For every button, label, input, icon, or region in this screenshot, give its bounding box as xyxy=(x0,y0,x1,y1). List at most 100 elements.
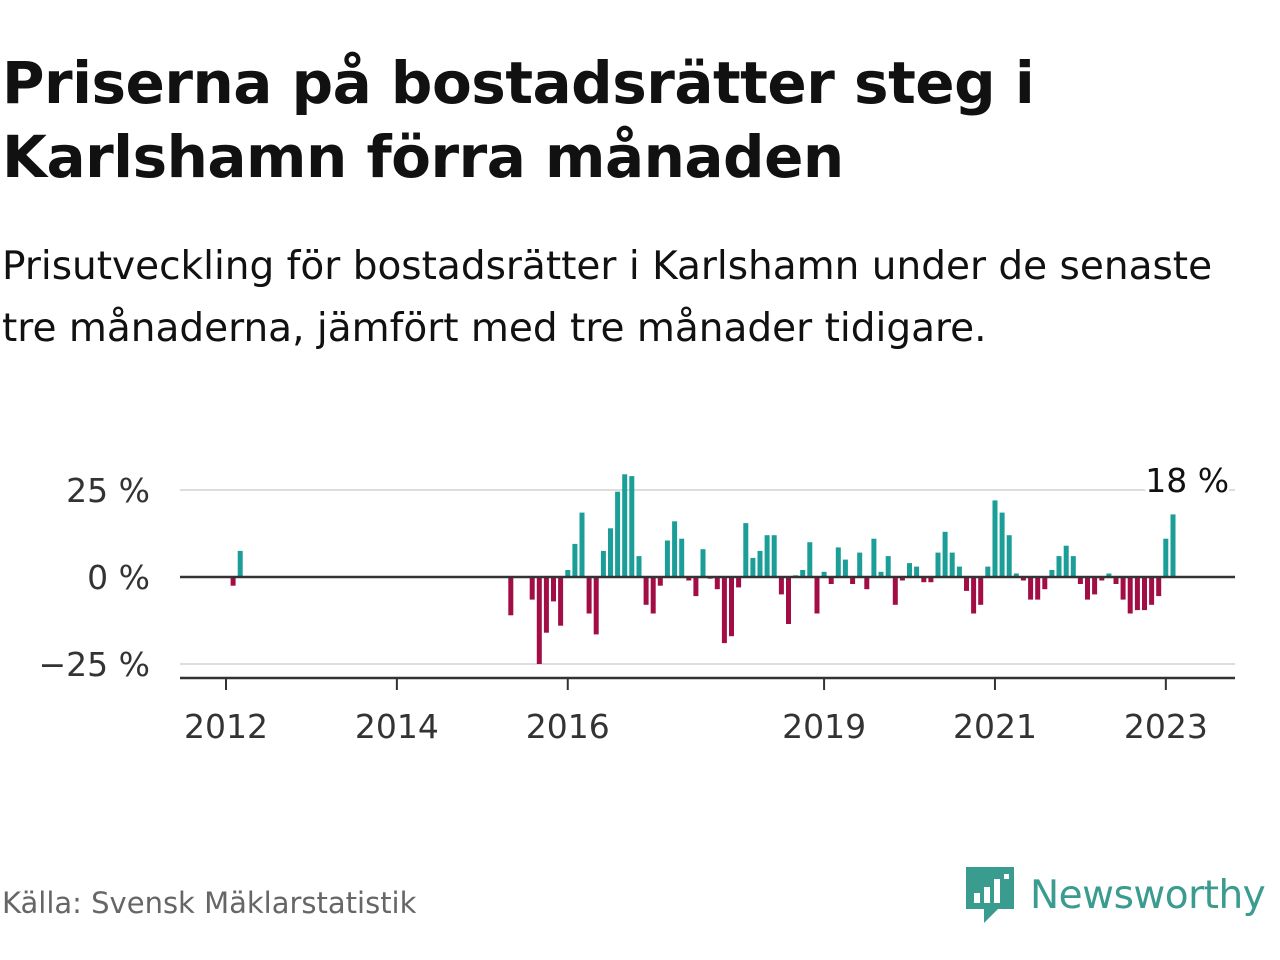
bar xyxy=(764,535,770,577)
bar xyxy=(921,577,927,583)
x-tick-label: 2023 xyxy=(1124,707,1208,746)
bar xyxy=(1020,577,1026,581)
bar xyxy=(600,550,606,577)
bar xyxy=(757,550,763,577)
bar xyxy=(237,550,243,577)
bar xyxy=(807,542,813,577)
bar xyxy=(914,566,920,577)
bar xyxy=(743,523,749,577)
bar xyxy=(543,577,549,633)
bar xyxy=(572,543,578,577)
annotation-background xyxy=(1145,462,1230,498)
bar xyxy=(999,512,1005,577)
bar xyxy=(686,577,692,581)
bar xyxy=(750,557,756,577)
bar xyxy=(615,491,621,577)
bar xyxy=(551,577,556,602)
bar xyxy=(1085,577,1090,600)
bar xyxy=(586,577,592,614)
bar xyxy=(907,563,912,577)
bar xyxy=(1142,577,1147,611)
bar xyxy=(1070,556,1076,577)
bar xyxy=(1013,573,1019,577)
bar xyxy=(899,577,905,581)
bar xyxy=(857,552,863,577)
bar xyxy=(1006,535,1012,577)
bar xyxy=(1035,577,1041,600)
bar xyxy=(1077,577,1083,584)
bar xyxy=(835,547,841,577)
bar xyxy=(643,577,649,605)
brand-name: Newsworthy xyxy=(1030,872,1266,918)
x-tick-label: 2014 xyxy=(355,707,439,746)
bar xyxy=(672,521,678,577)
bar xyxy=(985,566,991,577)
bar xyxy=(1099,577,1105,581)
bar xyxy=(1127,577,1133,614)
bar xyxy=(850,577,856,584)
bar xyxy=(650,577,656,614)
y-tick-label: −25 % xyxy=(39,645,151,684)
bar xyxy=(992,500,998,577)
bar xyxy=(1049,570,1055,577)
bar xyxy=(657,577,663,586)
bar xyxy=(942,531,948,577)
bar-chart-speech-bubble-icon xyxy=(966,867,1014,923)
bar xyxy=(664,540,670,577)
x-tick-label: 2012 xyxy=(184,707,268,746)
bar xyxy=(786,577,791,624)
bar xyxy=(230,577,236,586)
y-axis-labels: 25 % 0 % −25 % xyxy=(39,471,151,684)
bar xyxy=(778,577,784,595)
axes xyxy=(180,575,1235,690)
bar xyxy=(1156,577,1162,597)
bar xyxy=(721,577,727,644)
x-tick-label: 2019 xyxy=(782,707,866,746)
bar xyxy=(636,556,642,577)
bar xyxy=(558,577,564,626)
y-tick-label: 0 % xyxy=(87,558,150,597)
grid-lines xyxy=(180,489,1235,665)
bar xyxy=(579,512,585,577)
y-tick-label: 25 % xyxy=(66,471,150,510)
bar xyxy=(978,577,984,605)
bar xyxy=(508,577,514,616)
latest-value-label: 18 % xyxy=(1145,461,1229,500)
bar xyxy=(714,577,720,590)
bar xyxy=(700,549,706,577)
bar xyxy=(693,577,699,597)
bar xyxy=(1113,577,1119,584)
annotations: 18 % xyxy=(1145,461,1230,500)
bar xyxy=(971,577,977,614)
bar xyxy=(964,577,969,591)
bar xyxy=(1056,556,1062,577)
bar xyxy=(878,571,884,577)
bar xyxy=(536,577,542,664)
bar xyxy=(821,571,827,577)
x-axis-labels: 2012 2014 2016 2019 2021 2023 xyxy=(184,707,1208,746)
bar xyxy=(864,577,870,590)
bar xyxy=(949,552,955,577)
bar xyxy=(842,559,848,577)
bar xyxy=(529,577,535,600)
bar xyxy=(622,474,628,577)
bar xyxy=(1042,577,1048,590)
bar xyxy=(935,552,941,577)
bar xyxy=(608,528,613,577)
bar xyxy=(928,577,934,583)
chart-title: Priserna på bostadsrätter steg i Karlsha… xyxy=(2,49,1035,191)
bar xyxy=(679,538,685,577)
bar xyxy=(1134,577,1140,611)
bar xyxy=(736,577,742,588)
bar xyxy=(1106,573,1112,577)
x-tick-label: 2016 xyxy=(526,707,610,746)
bar xyxy=(1163,538,1169,577)
x-tick-label: 2021 xyxy=(953,707,1037,746)
source-note: Källa: Svensk Mäklarstatistik xyxy=(2,886,417,920)
bar xyxy=(814,577,820,614)
bar xyxy=(800,570,806,577)
bars xyxy=(230,474,1176,664)
bar xyxy=(729,577,734,637)
bar xyxy=(1063,545,1069,577)
bar xyxy=(885,556,891,577)
